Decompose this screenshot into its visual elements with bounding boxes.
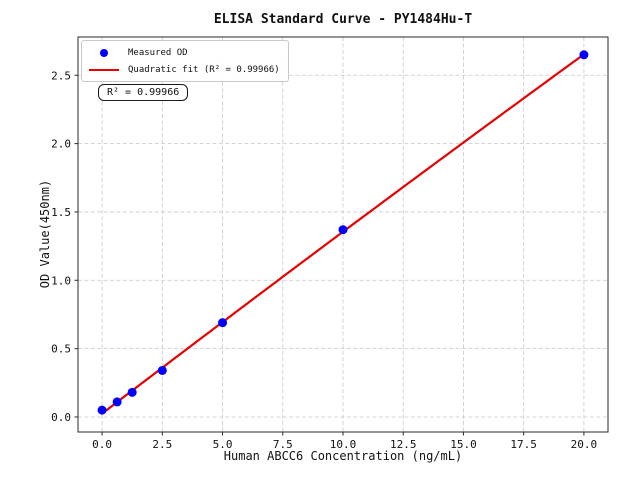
- legend-label-measured-od: Measured OD: [128, 47, 188, 58]
- x-tick-label: 2.5: [152, 438, 172, 451]
- y-tick-label: 1.5: [51, 206, 71, 219]
- legend-item-quadratic-fit: Quadratic fit (R² = 0.99966): [88, 63, 280, 76]
- plot-border: [77, 36, 609, 433]
- legend: Measured OD Quadratic fit (R² = 0.99966): [81, 40, 289, 82]
- x-axis-label: Human ABCC6 Concentration (ng/mL): [223, 449, 463, 463]
- y-tick-label: 2.0: [51, 138, 71, 151]
- scatter-dot-icon: [100, 48, 108, 57]
- legend-marker-cell: [88, 68, 120, 71]
- data-point: [97, 405, 107, 415]
- data-point: [218, 318, 228, 328]
- data-point: [338, 225, 348, 235]
- fit-line-icon: [89, 68, 119, 71]
- x-tick-label: 10.0: [330, 438, 357, 451]
- legend-item-measured-od: Measured OD: [88, 46, 280, 59]
- x-tick-label: 5.0: [213, 438, 233, 451]
- legend-label-quadratic-fit: Quadratic fit (R² = 0.99966): [128, 64, 280, 75]
- data-point: [157, 365, 167, 375]
- x-tick-label: 15.0: [450, 438, 477, 451]
- data-point: [579, 50, 589, 60]
- y-tick-label: 2.5: [51, 69, 71, 82]
- x-tick-label: 20.0: [571, 438, 598, 451]
- legend-marker-cell: [88, 48, 120, 57]
- x-tick-label: 17.5: [510, 438, 537, 451]
- data-point: [127, 387, 137, 397]
- chart-title: ELISA Standard Curve - PY1484Hu-T: [213, 12, 473, 27]
- data-point: [112, 397, 122, 407]
- x-tick-label: 12.5: [390, 438, 417, 451]
- y-tick-label: 0.5: [51, 343, 71, 356]
- y-tick-label: 1.0: [51, 274, 71, 287]
- y-tick-label: 0.0: [51, 411, 71, 424]
- r-squared-annotation: R² = 0.99966: [98, 84, 189, 101]
- x-tick-label: 0.0: [92, 438, 112, 451]
- y-axis-label: OD Value(450nm): [38, 179, 52, 289]
- x-tick-label: 7.5: [273, 438, 293, 451]
